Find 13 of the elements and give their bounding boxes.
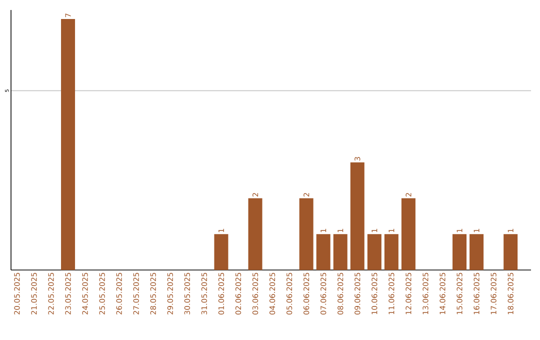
bar bbox=[452, 234, 467, 270]
bar bbox=[214, 234, 228, 270]
bar bbox=[401, 198, 416, 270]
bar bbox=[333, 234, 348, 270]
bar bbox=[61, 18, 76, 270]
bar bbox=[384, 234, 398, 270]
bar bbox=[299, 198, 314, 270]
bar bbox=[470, 234, 484, 270]
bar bbox=[350, 162, 364, 270]
bar bbox=[367, 234, 382, 270]
bar bbox=[248, 198, 262, 270]
bar bbox=[316, 234, 330, 270]
bar bbox=[504, 234, 518, 270]
